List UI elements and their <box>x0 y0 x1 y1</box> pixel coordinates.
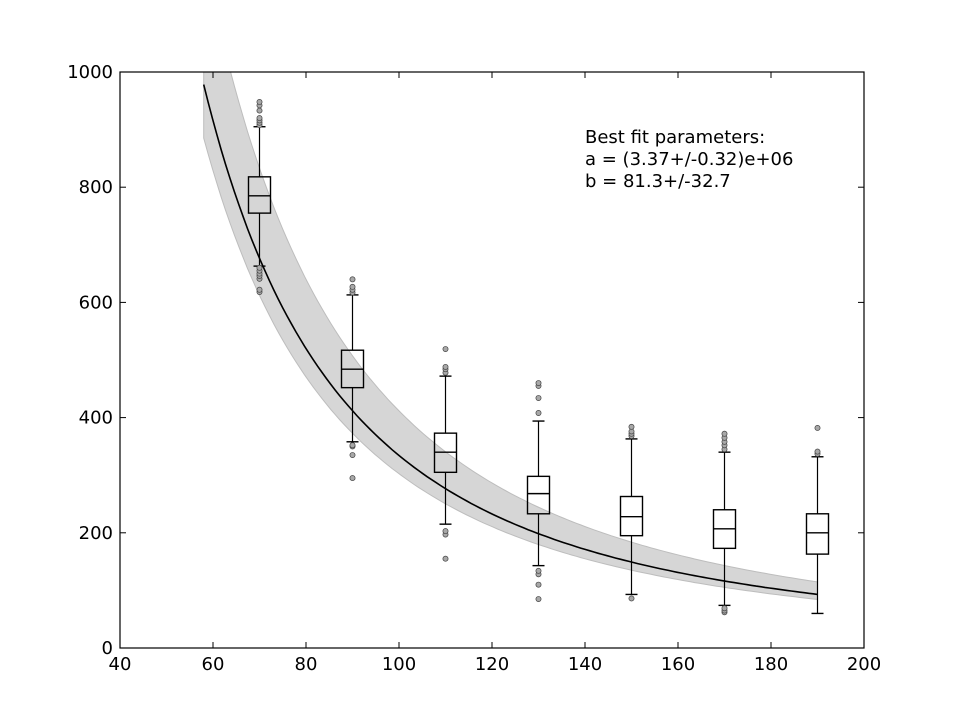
outlier-point <box>721 430 728 437</box>
box-150 <box>619 423 644 602</box>
outlier-point <box>256 115 263 122</box>
annotation-b: b = 81.3+/-32.7 <box>585 171 731 192</box>
box-190 <box>805 425 830 615</box>
box-90 <box>340 276 365 482</box>
outlier-point <box>814 448 821 455</box>
outlier-point <box>442 528 449 535</box>
outlier-point <box>814 425 821 431</box>
annotation-title: Best fit parameters: <box>585 127 765 148</box>
box-110 <box>433 346 458 562</box>
x-tick-label: 40 <box>109 654 132 675</box>
box-iqr <box>526 475 551 515</box>
box-iqr <box>247 176 272 214</box>
box-170 <box>712 430 737 616</box>
outlier-point <box>442 346 449 353</box>
y-tick-label: 1000 <box>67 62 113 83</box>
outlier-point <box>256 264 263 271</box>
outlier-point <box>256 107 263 114</box>
x-tick-label: 180 <box>754 654 788 675</box>
x-tick-label: 160 <box>661 654 695 675</box>
outlier-point <box>349 276 356 283</box>
outlier-point <box>349 475 356 482</box>
fit-curve <box>202 84 818 596</box>
box-iqr <box>805 513 830 555</box>
y-tick-label: 600 <box>79 292 113 313</box>
outlier-point <box>442 555 449 562</box>
y-tick-label: 800 <box>79 177 113 198</box>
outlier-point <box>628 595 635 602</box>
x-tick-label: 140 <box>568 654 602 675</box>
outlier-point <box>349 283 356 290</box>
annotation-a: a = (3.37+/-0.32)e+06 <box>585 149 793 170</box>
outlier-point <box>535 380 542 386</box>
outlier-point <box>442 363 449 370</box>
outlier-point <box>535 581 542 588</box>
outlier-point <box>535 567 542 574</box>
x-tick-label: 80 <box>295 654 318 675</box>
outlier-point <box>721 605 728 612</box>
x-tick-label: 100 <box>382 654 416 675</box>
y-tick-label: 400 <box>79 408 113 429</box>
box-70 <box>247 99 272 295</box>
outlier-point <box>349 442 356 449</box>
x-tick-label: 120 <box>475 654 509 675</box>
outlier-point <box>535 410 542 416</box>
outlier-point <box>349 452 356 458</box>
y-tick-label: 0 <box>102 638 113 659</box>
outlier-point <box>535 395 542 401</box>
x-tick-label: 200 <box>847 654 881 675</box>
outlier-point <box>256 99 263 105</box>
x-tick-label: 60 <box>202 654 225 675</box>
y-tick-label: 200 <box>79 523 113 544</box>
outlier-point <box>628 423 635 430</box>
outlier-point <box>256 286 263 293</box>
outlier-point <box>535 596 542 602</box>
box-130 <box>526 380 551 602</box>
